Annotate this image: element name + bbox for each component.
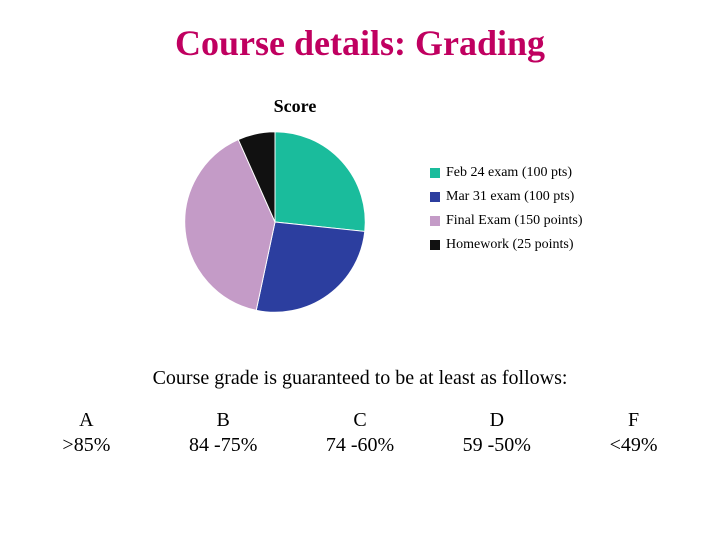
grade-range: 74 -60% [292,433,429,458]
pie-chart-area: Feb 24 exam (100 pts) Mar 31 exam (100 pt… [0,117,720,337]
legend-swatch [430,216,440,226]
grade-letter: B [155,408,292,433]
legend-item: Feb 24 exam (100 pts) [430,165,583,181]
grade-letter: D [428,408,565,433]
legend-swatch [430,192,440,202]
grade-range: 84 -75% [155,433,292,458]
grade-column: F<49% [565,408,702,458]
chart-legend: Feb 24 exam (100 pts) Mar 31 exam (100 pt… [430,165,583,261]
legend-item: Final Exam (150 points) [430,213,583,229]
grade-letter: A [18,408,155,433]
legend-swatch [430,168,440,178]
grade-range: 59 -50% [428,433,565,458]
legend-label: Final Exam (150 points) [446,213,583,229]
grade-range: <49% [565,433,702,458]
chart-title: Score [0,96,720,117]
pie-slice [275,132,365,232]
grade-letter: F [565,408,702,433]
page-title: Course details: Grading [0,0,720,64]
legend-swatch [430,240,440,250]
legend-item: Homework (25 points) [430,237,583,253]
grade-column: B84 -75% [155,408,292,458]
legend-label: Homework (25 points) [446,237,574,253]
grade-column: C74 -60% [292,408,429,458]
grade-range: >85% [18,433,155,458]
pie-chart [180,127,370,317]
grade-column: D59 -50% [428,408,565,458]
legend-label: Feb 24 exam (100 pts) [446,165,572,181]
grade-letter: C [292,408,429,433]
grade-intro-text: Course grade is guaranteed to be at leas… [0,367,720,390]
legend-label: Mar 31 exam (100 pts) [446,189,574,205]
legend-item: Mar 31 exam (100 pts) [430,189,583,205]
grade-column: A>85% [18,408,155,458]
grade-table: A>85%B84 -75%C74 -60%D59 -50%F<49% [0,408,720,458]
